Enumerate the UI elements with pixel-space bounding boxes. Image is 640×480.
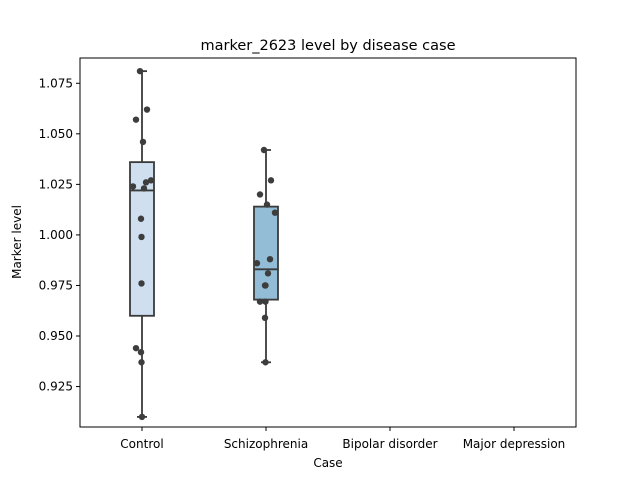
data-point (138, 233, 145, 241)
x-axis: Control Schizophrenia Bipolar disorder Majo… (120, 427, 565, 451)
data-point (262, 298, 269, 305)
data-point (262, 282, 269, 289)
boxes (129, 67, 279, 421)
x-tick-label: Major depression (463, 437, 566, 451)
data-point (142, 179, 150, 186)
x-tick-label: Bipolar disorder (342, 437, 437, 451)
data-point (260, 146, 268, 154)
x-tick-label: Schizophrenia (224, 437, 308, 451)
x-axis-label: Case (313, 456, 342, 470)
data-point (266, 255, 274, 263)
y-tick-label: 1.025 (39, 177, 73, 191)
y-tick-label: 1.050 (39, 127, 73, 141)
data-point (261, 314, 269, 322)
y-tick-label: 0.925 (39, 380, 73, 394)
y-axis-label: Marker level (10, 205, 24, 279)
data-point (253, 260, 261, 267)
x-tick-label: Control (120, 437, 163, 451)
chart-title: marker_2623 level by disease case (201, 38, 456, 54)
data-point (143, 106, 151, 113)
data-point (137, 348, 145, 356)
y-tick-label: 1.075 (39, 76, 73, 90)
y-tick-label: 1.000 (39, 228, 73, 242)
data-point (271, 209, 279, 216)
data-point (132, 116, 140, 123)
data-point (139, 138, 147, 146)
y-tick-label: 0.975 (39, 278, 73, 292)
data-point (256, 191, 264, 198)
data-point (264, 270, 272, 277)
data-point (138, 280, 145, 287)
y-axis: 0.925 0.950 0.975 1.000 1.025 1.050 1.075 (39, 76, 80, 394)
data-point (136, 67, 144, 75)
data-point (140, 185, 148, 192)
data-point (267, 177, 275, 184)
data-point (262, 359, 269, 366)
data-point (129, 183, 137, 190)
data-point (138, 413, 146, 421)
data-point (147, 177, 155, 184)
box-schizophrenia (253, 149, 279, 364)
data-point (137, 215, 145, 222)
data-point (256, 298, 264, 305)
y-tick-label: 0.950 (39, 329, 73, 343)
data-point (263, 201, 271, 208)
plot-area (79, 57, 577, 428)
data-point (132, 344, 140, 352)
data-point (138, 359, 145, 366)
